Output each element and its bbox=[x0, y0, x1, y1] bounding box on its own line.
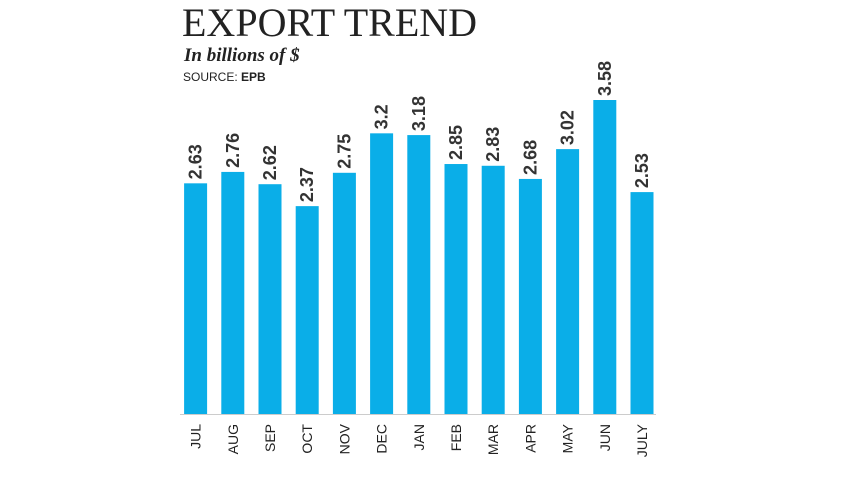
bar bbox=[295, 206, 319, 414]
source: SOURCE: EPB bbox=[183, 70, 266, 84]
x-tick-label: JUN bbox=[597, 424, 613, 451]
bar bbox=[407, 135, 431, 414]
bar bbox=[444, 164, 468, 414]
value-label: 2.37 bbox=[297, 167, 317, 202]
chart-title: EXPORT TREND bbox=[182, 0, 477, 45]
bar bbox=[221, 171, 245, 414]
x-tick-label: AUG bbox=[225, 424, 241, 454]
bar bbox=[556, 149, 580, 415]
bar bbox=[370, 133, 394, 415]
value-label: 3.2 bbox=[372, 104, 392, 129]
value-label: 3.02 bbox=[558, 110, 578, 145]
x-tick-label: NOV bbox=[336, 423, 352, 454]
bar bbox=[593, 100, 617, 414]
x-tick-label: APR bbox=[522, 424, 538, 453]
x-tick-label: JUL bbox=[188, 424, 204, 449]
x-tick-label: DEC bbox=[374, 424, 390, 454]
value-label: 2.76 bbox=[223, 133, 243, 168]
bar bbox=[258, 184, 282, 414]
x-tick-label: SEP bbox=[262, 424, 278, 452]
value-label: 2.85 bbox=[446, 125, 466, 160]
bar bbox=[481, 165, 505, 414]
value-label: 3.58 bbox=[595, 61, 615, 96]
source-label: SOURCE: bbox=[183, 70, 238, 84]
value-label: 2.83 bbox=[483, 127, 503, 162]
value-label: 2.53 bbox=[632, 153, 652, 188]
value-label: 3.18 bbox=[409, 96, 429, 131]
chart-subtitle: In billions of $ bbox=[183, 45, 300, 66]
x-tick-label: MAY bbox=[560, 423, 576, 453]
bar bbox=[630, 192, 654, 414]
x-tick-label: OCT bbox=[299, 424, 315, 454]
value-label: 2.62 bbox=[260, 145, 280, 180]
bar bbox=[332, 172, 356, 414]
source-name: EPB bbox=[241, 70, 266, 84]
x-tick-label: JAN bbox=[411, 424, 427, 450]
value-label: 2.68 bbox=[520, 140, 540, 175]
value-label: 2.63 bbox=[186, 144, 206, 179]
value-label: 2.75 bbox=[334, 134, 354, 169]
bar bbox=[518, 178, 542, 414]
x-tick-label: MAR bbox=[485, 424, 501, 455]
x-tick-label: JULY bbox=[634, 423, 650, 457]
bar bbox=[184, 183, 208, 414]
x-tick-label: FEB bbox=[448, 424, 464, 451]
